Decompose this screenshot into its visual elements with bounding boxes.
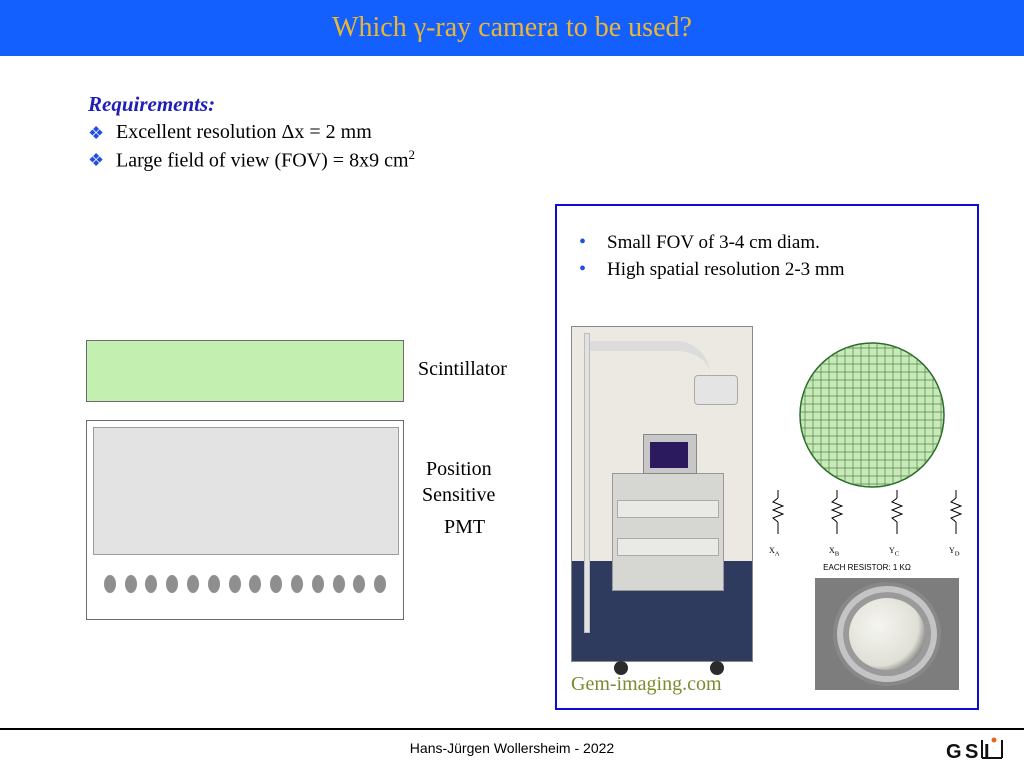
svg-text:G: G xyxy=(946,741,962,762)
resistor-label: XA xyxy=(769,546,780,558)
resistor-icon xyxy=(947,490,965,534)
requirements-heading: Requirements: xyxy=(88,92,415,117)
resistor-label: XB xyxy=(829,546,839,558)
requirements-list: ❖ Excellent resolution Δx = 2 mm ❖ Large… xyxy=(88,119,415,175)
comparison-item: • Small FOV of 3-4 cm diam. xyxy=(607,230,965,257)
footer-author: Hans-Jürgen Wollersheim - 2022 xyxy=(0,740,1024,756)
dot-bullet-icon: • xyxy=(579,228,586,256)
equipment-photo xyxy=(571,326,753,662)
comparison-text: Small FOV of 3-4 cm diam. xyxy=(607,232,820,253)
requirements-block: Requirements: ❖ Excellent resolution Δx … xyxy=(88,92,415,175)
requirement-item: ❖ Excellent resolution Δx = 2 mm xyxy=(88,119,415,146)
pmt-dot-row xyxy=(87,569,403,599)
resistor-label: YC xyxy=(889,546,899,558)
detector-schematic: XA XB YC YD EACH RESISTOR: 1 KΩ xyxy=(763,332,971,572)
pmt-label-line1: Position xyxy=(426,458,492,481)
scintillator-box xyxy=(86,340,404,402)
requirement-text: Excellent resolution Δx = 2 mm xyxy=(116,121,372,143)
diamond-bullet-icon: ❖ xyxy=(88,148,104,172)
pmt-tube-photo xyxy=(815,578,959,690)
requirement-text: Large field of view (FOV) = 8x9 cm xyxy=(116,150,409,172)
pmt-label-line2: Sensitive xyxy=(422,484,495,507)
slide-title: Which γ-ray camera to be used? xyxy=(332,12,692,44)
resistor-label: YD xyxy=(949,546,960,558)
diamond-bullet-icon: ❖ xyxy=(88,121,104,145)
resistor-icon xyxy=(828,490,846,534)
gsi-logo-icon: G S I xyxy=(946,736,1010,762)
dot-bullet-icon: • xyxy=(579,255,586,283)
resistor-row xyxy=(769,490,965,534)
comparison-panel: • Small FOV of 3-4 cm diam. • High spati… xyxy=(555,204,979,710)
pmt-label-line3: PMT xyxy=(444,516,485,539)
source-link: Gem-imaging.com xyxy=(571,673,722,696)
comparison-item: • High spatial resolution 2-3 mm xyxy=(607,257,965,284)
resistor-icon xyxy=(769,490,787,534)
scintillator-label: Scintillator xyxy=(418,358,507,381)
pmt-inner xyxy=(93,427,399,555)
resistor-icon xyxy=(888,490,906,534)
superscript: 2 xyxy=(409,147,416,162)
schematic-caption: EACH RESISTOR: 1 KΩ xyxy=(763,563,971,572)
comparison-list: • Small FOV of 3-4 cm diam. • High spati… xyxy=(557,206,977,291)
requirement-item: ❖ Large field of view (FOV) = 8x9 cm2 xyxy=(88,146,415,175)
lens-icon xyxy=(837,586,937,682)
pmt-box xyxy=(86,420,404,620)
svg-text:S: S xyxy=(965,741,978,762)
comparison-text: High spatial resolution 2-3 mm xyxy=(607,259,844,280)
detector-grid-icon xyxy=(797,340,947,490)
footer-divider xyxy=(0,728,1024,730)
title-bar: Which γ-ray camera to be used? xyxy=(0,0,1024,56)
